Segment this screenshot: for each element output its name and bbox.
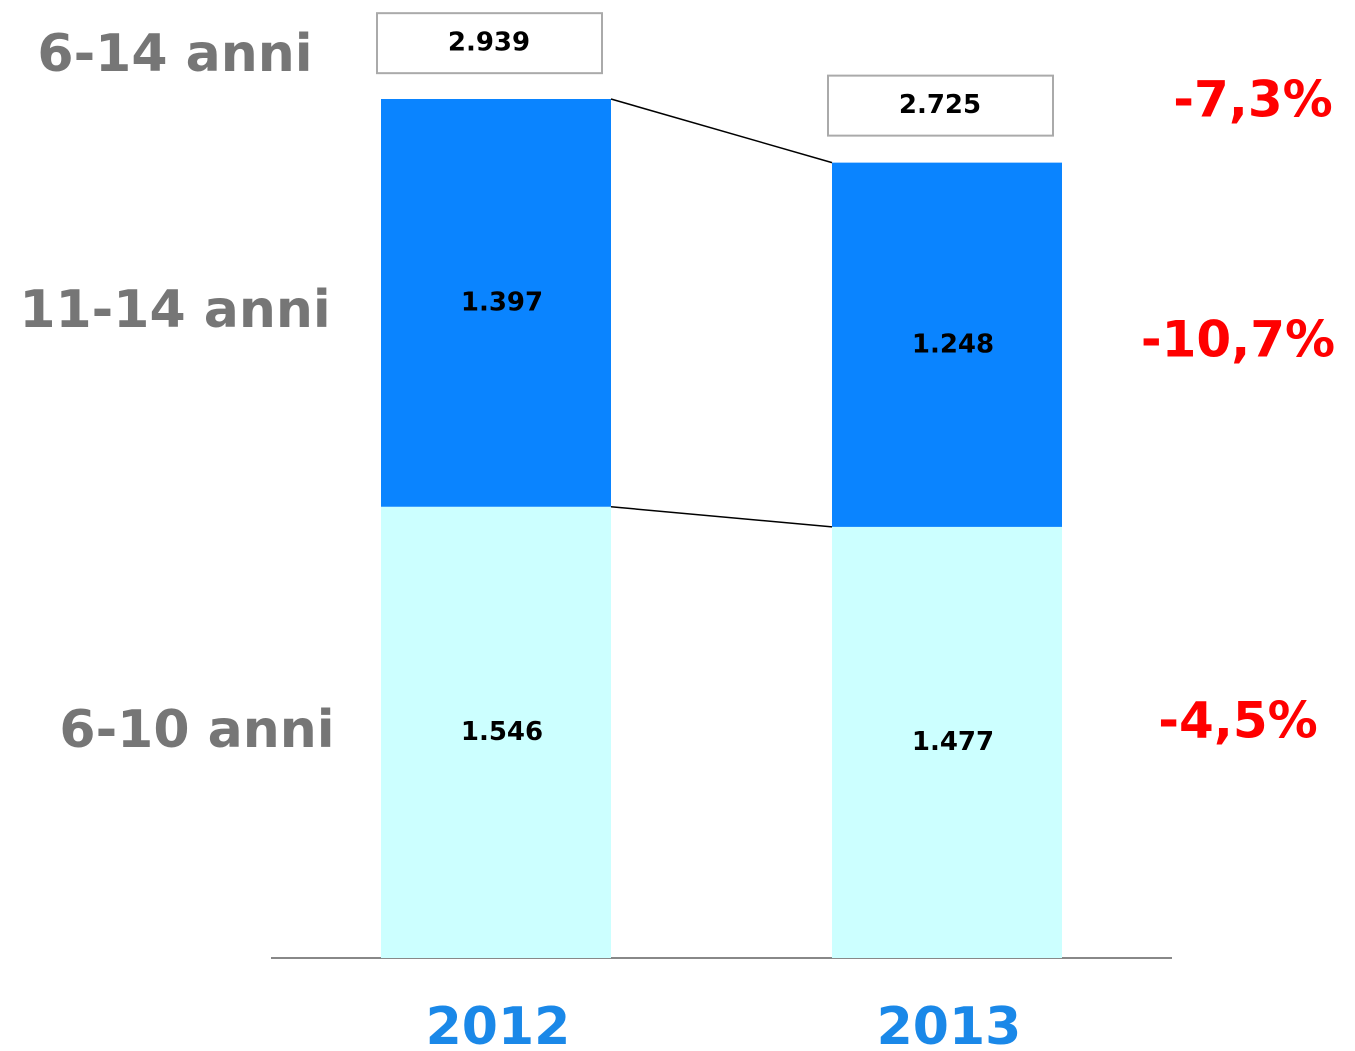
series-name: 11-14 anni (19, 280, 330, 340)
total-box (376, 12, 603, 75)
total-label: 2.725 (899, 90, 981, 120)
total-label: 2.939 (448, 28, 530, 58)
x-tick-label: 2012 (426, 997, 571, 1051)
connector (610, 506, 833, 528)
change-label: -10,7% (1141, 311, 1335, 369)
value-label: 1.248 (912, 329, 994, 359)
total-box (827, 74, 1054, 137)
value-label: 1.477 (912, 727, 994, 757)
bar-segment (381, 99, 611, 507)
bar-segment (832, 162, 1062, 527)
x-tick-label: 2013 (877, 997, 1022, 1051)
total-name: 6-14 anni (37, 24, 312, 84)
series-name: 6-10 anni (59, 700, 334, 760)
change-label: -4,5% (1158, 692, 1317, 750)
connector (610, 98, 833, 164)
value-label: 1.397 (461, 287, 543, 317)
bar-segment (381, 506, 611, 958)
change-label: -7,3% (1173, 71, 1332, 129)
bar-segment (832, 526, 1062, 958)
value-label: 1.546 (461, 717, 543, 747)
